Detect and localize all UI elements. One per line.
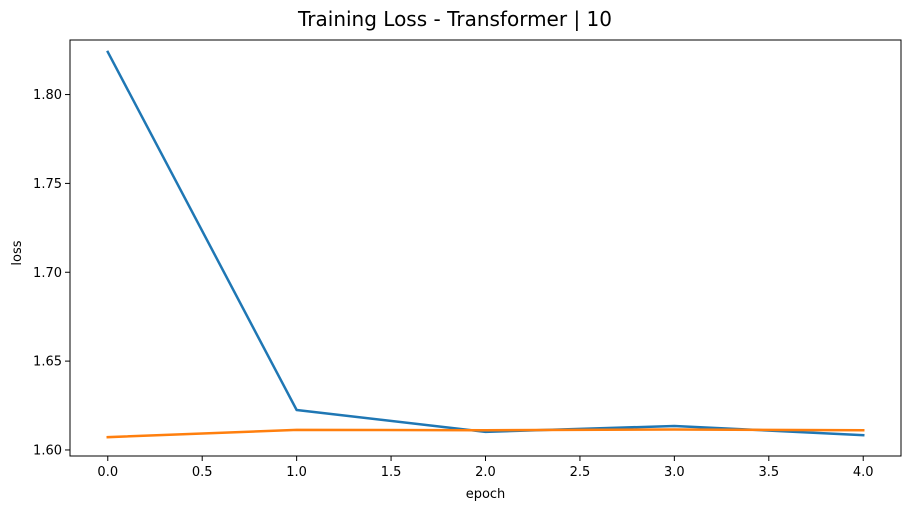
series-line-1 [106, 50, 865, 437]
y-tick-label: 1.60 [33, 443, 62, 458]
x-tick-label: 0.0 [97, 465, 118, 480]
x-tick-label: 3.0 [664, 465, 685, 480]
plot-frame [69, 39, 902, 457]
x-tick-label: 0.5 [192, 465, 213, 480]
y-axis-label: loss [10, 240, 25, 265]
y-tick-label: 1.80 [33, 88, 62, 103]
y-tick-label: 1.75 [33, 177, 62, 192]
x-tick-label: 2.5 [570, 465, 591, 480]
chart-title: Training Loss - Transformer | 10 [297, 7, 612, 31]
x-tick-label: 4.0 [853, 465, 874, 480]
x-axis-label: epoch [466, 487, 506, 502]
plot-area: 0.0 0.5 1.0 1.5 2.0 2.5 3.0 3.5 4.0 1.60 1.65 1.70 1… [33, 39, 902, 480]
y-tick-label: 1.65 [33, 355, 62, 370]
y-tick-label: 1.70 [33, 266, 62, 281]
series-line-2 [106, 428, 865, 439]
x-tick-label: 2.0 [475, 465, 496, 480]
x-tick-label: 1.0 [286, 465, 307, 480]
x-tick-label: 1.5 [381, 465, 402, 480]
x-tick-label: 3.5 [758, 465, 779, 480]
